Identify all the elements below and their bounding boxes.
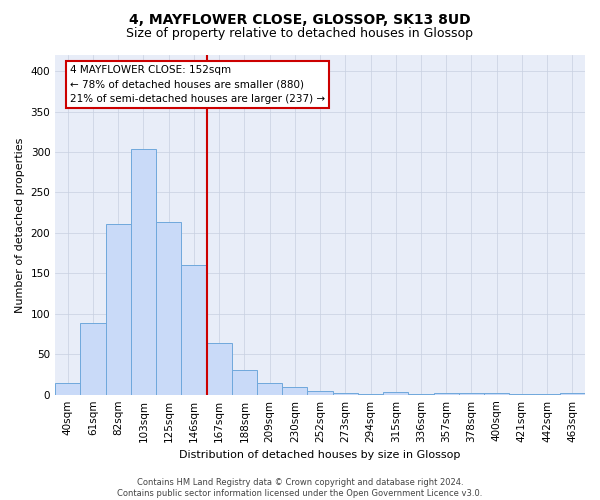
Bar	[434, 393, 459, 394]
Bar	[484, 393, 509, 394]
Bar	[106, 224, 131, 394]
Bar	[181, 266, 206, 394]
Bar	[257, 382, 282, 394]
Bar	[156, 222, 181, 394]
Bar	[282, 388, 307, 394]
Bar	[206, 343, 232, 394]
Text: 4 MAYFLOWER CLOSE: 152sqm
← 78% of detached houses are smaller (880)
21% of semi: 4 MAYFLOWER CLOSE: 152sqm ← 78% of detac…	[70, 64, 325, 104]
Bar	[55, 384, 80, 394]
Bar	[459, 393, 484, 394]
Text: Size of property relative to detached houses in Glossop: Size of property relative to detached ho…	[127, 28, 473, 40]
Bar	[232, 370, 257, 394]
X-axis label: Distribution of detached houses by size in Glossop: Distribution of detached houses by size …	[179, 450, 461, 460]
Text: Contains HM Land Registry data © Crown copyright and database right 2024.
Contai: Contains HM Land Registry data © Crown c…	[118, 478, 482, 498]
Bar	[131, 149, 156, 394]
Y-axis label: Number of detached properties: Number of detached properties	[15, 137, 25, 312]
Text: 4, MAYFLOWER CLOSE, GLOSSOP, SK13 8UD: 4, MAYFLOWER CLOSE, GLOSSOP, SK13 8UD	[129, 12, 471, 26]
Bar	[307, 390, 332, 394]
Bar	[80, 322, 106, 394]
Bar	[383, 392, 409, 394]
Bar	[332, 393, 358, 394]
Bar	[560, 393, 585, 394]
